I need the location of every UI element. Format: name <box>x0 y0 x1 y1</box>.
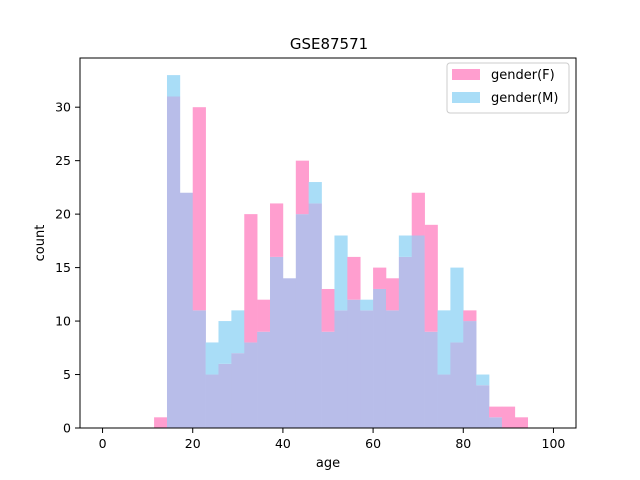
bar-male <box>231 310 245 354</box>
bar-female <box>514 417 529 428</box>
y-tick-label: 15 <box>55 260 71 275</box>
bar-overlap <box>398 256 413 428</box>
bar-male <box>218 321 232 364</box>
x-axis: 0 20 40 60 80 100 <box>99 428 566 451</box>
bar-female <box>295 160 310 215</box>
bar-overlap <box>373 288 387 428</box>
x-tick-label: 80 <box>455 436 471 451</box>
y-tick-label: 30 <box>55 100 71 115</box>
bar-overlap <box>244 342 258 428</box>
bar-female <box>347 256 361 300</box>
bar-male <box>450 267 464 343</box>
bar-female <box>501 406 516 428</box>
bar-male <box>476 374 490 386</box>
legend: gender(F) gender(M) <box>446 62 570 114</box>
x-tick-label: 20 <box>185 436 201 451</box>
chart-title: GSE87571 <box>290 35 368 53</box>
bar-female <box>463 310 477 322</box>
bar-female <box>385 278 400 311</box>
bar-female <box>489 406 503 418</box>
bar-overlap <box>489 417 503 428</box>
bar-female <box>411 192 425 236</box>
bar-overlap <box>437 374 451 428</box>
bar-overlap <box>334 310 348 428</box>
x-tick-label: 100 <box>542 436 566 451</box>
plot-frame <box>79 57 577 429</box>
bar-overlap <box>295 214 310 428</box>
bar-female <box>257 299 271 332</box>
bar-female <box>192 107 206 311</box>
y-tick-label: 10 <box>55 314 71 329</box>
bar-overlap <box>463 321 477 428</box>
x-axis-label: age <box>316 456 340 471</box>
bar-male <box>398 235 413 257</box>
bar-male <box>437 310 451 375</box>
legend-label-male: gender(M) <box>491 91 558 106</box>
y-axis-label: count <box>33 225 48 262</box>
y-axis: 0 5 10 15 20 25 30 <box>55 100 80 436</box>
bar-male <box>334 235 348 311</box>
bar-female <box>244 214 258 343</box>
bar-overlap <box>450 342 464 428</box>
y-tick-label: 20 <box>55 207 71 222</box>
bar-male <box>166 75 181 97</box>
bar-female <box>270 203 284 257</box>
bar-overlap <box>308 203 322 428</box>
bar-overlap <box>385 310 400 428</box>
x-tick-label: 0 <box>99 436 107 451</box>
bar-female <box>154 417 168 428</box>
bar-overlap <box>205 374 219 428</box>
bar-overlap <box>257 331 271 428</box>
bar-male <box>205 342 219 375</box>
bar-overlap <box>347 299 361 428</box>
bar-overlap <box>166 96 181 429</box>
legend-swatch-male <box>452 92 480 103</box>
bar-overlap <box>476 385 490 428</box>
bar-overlap <box>192 310 206 428</box>
legend-swatch-female <box>452 69 480 80</box>
y-tick-label: 25 <box>55 153 71 168</box>
legend-label-female: gender(F) <box>491 68 555 83</box>
bar-overlap <box>282 278 297 428</box>
bar-overlap <box>231 353 245 428</box>
bar-overlap <box>218 363 232 428</box>
bar-overlap <box>360 310 374 428</box>
bar-male <box>360 299 374 311</box>
bar-female <box>424 224 438 332</box>
bar-female <box>373 267 387 289</box>
x-tick-label: 60 <box>365 436 381 451</box>
bars-layer <box>154 75 529 429</box>
bar-overlap <box>411 235 425 428</box>
x-tick-label: 40 <box>275 436 291 451</box>
y-tick-label: 5 <box>63 367 71 382</box>
bar-male <box>308 182 322 204</box>
bar-overlap <box>321 331 335 428</box>
bar-female <box>321 288 335 332</box>
bar-overlap <box>424 331 438 428</box>
bar-overlap <box>270 256 284 428</box>
bar-overlap <box>179 192 194 428</box>
y-tick-label: 0 <box>63 421 71 436</box>
